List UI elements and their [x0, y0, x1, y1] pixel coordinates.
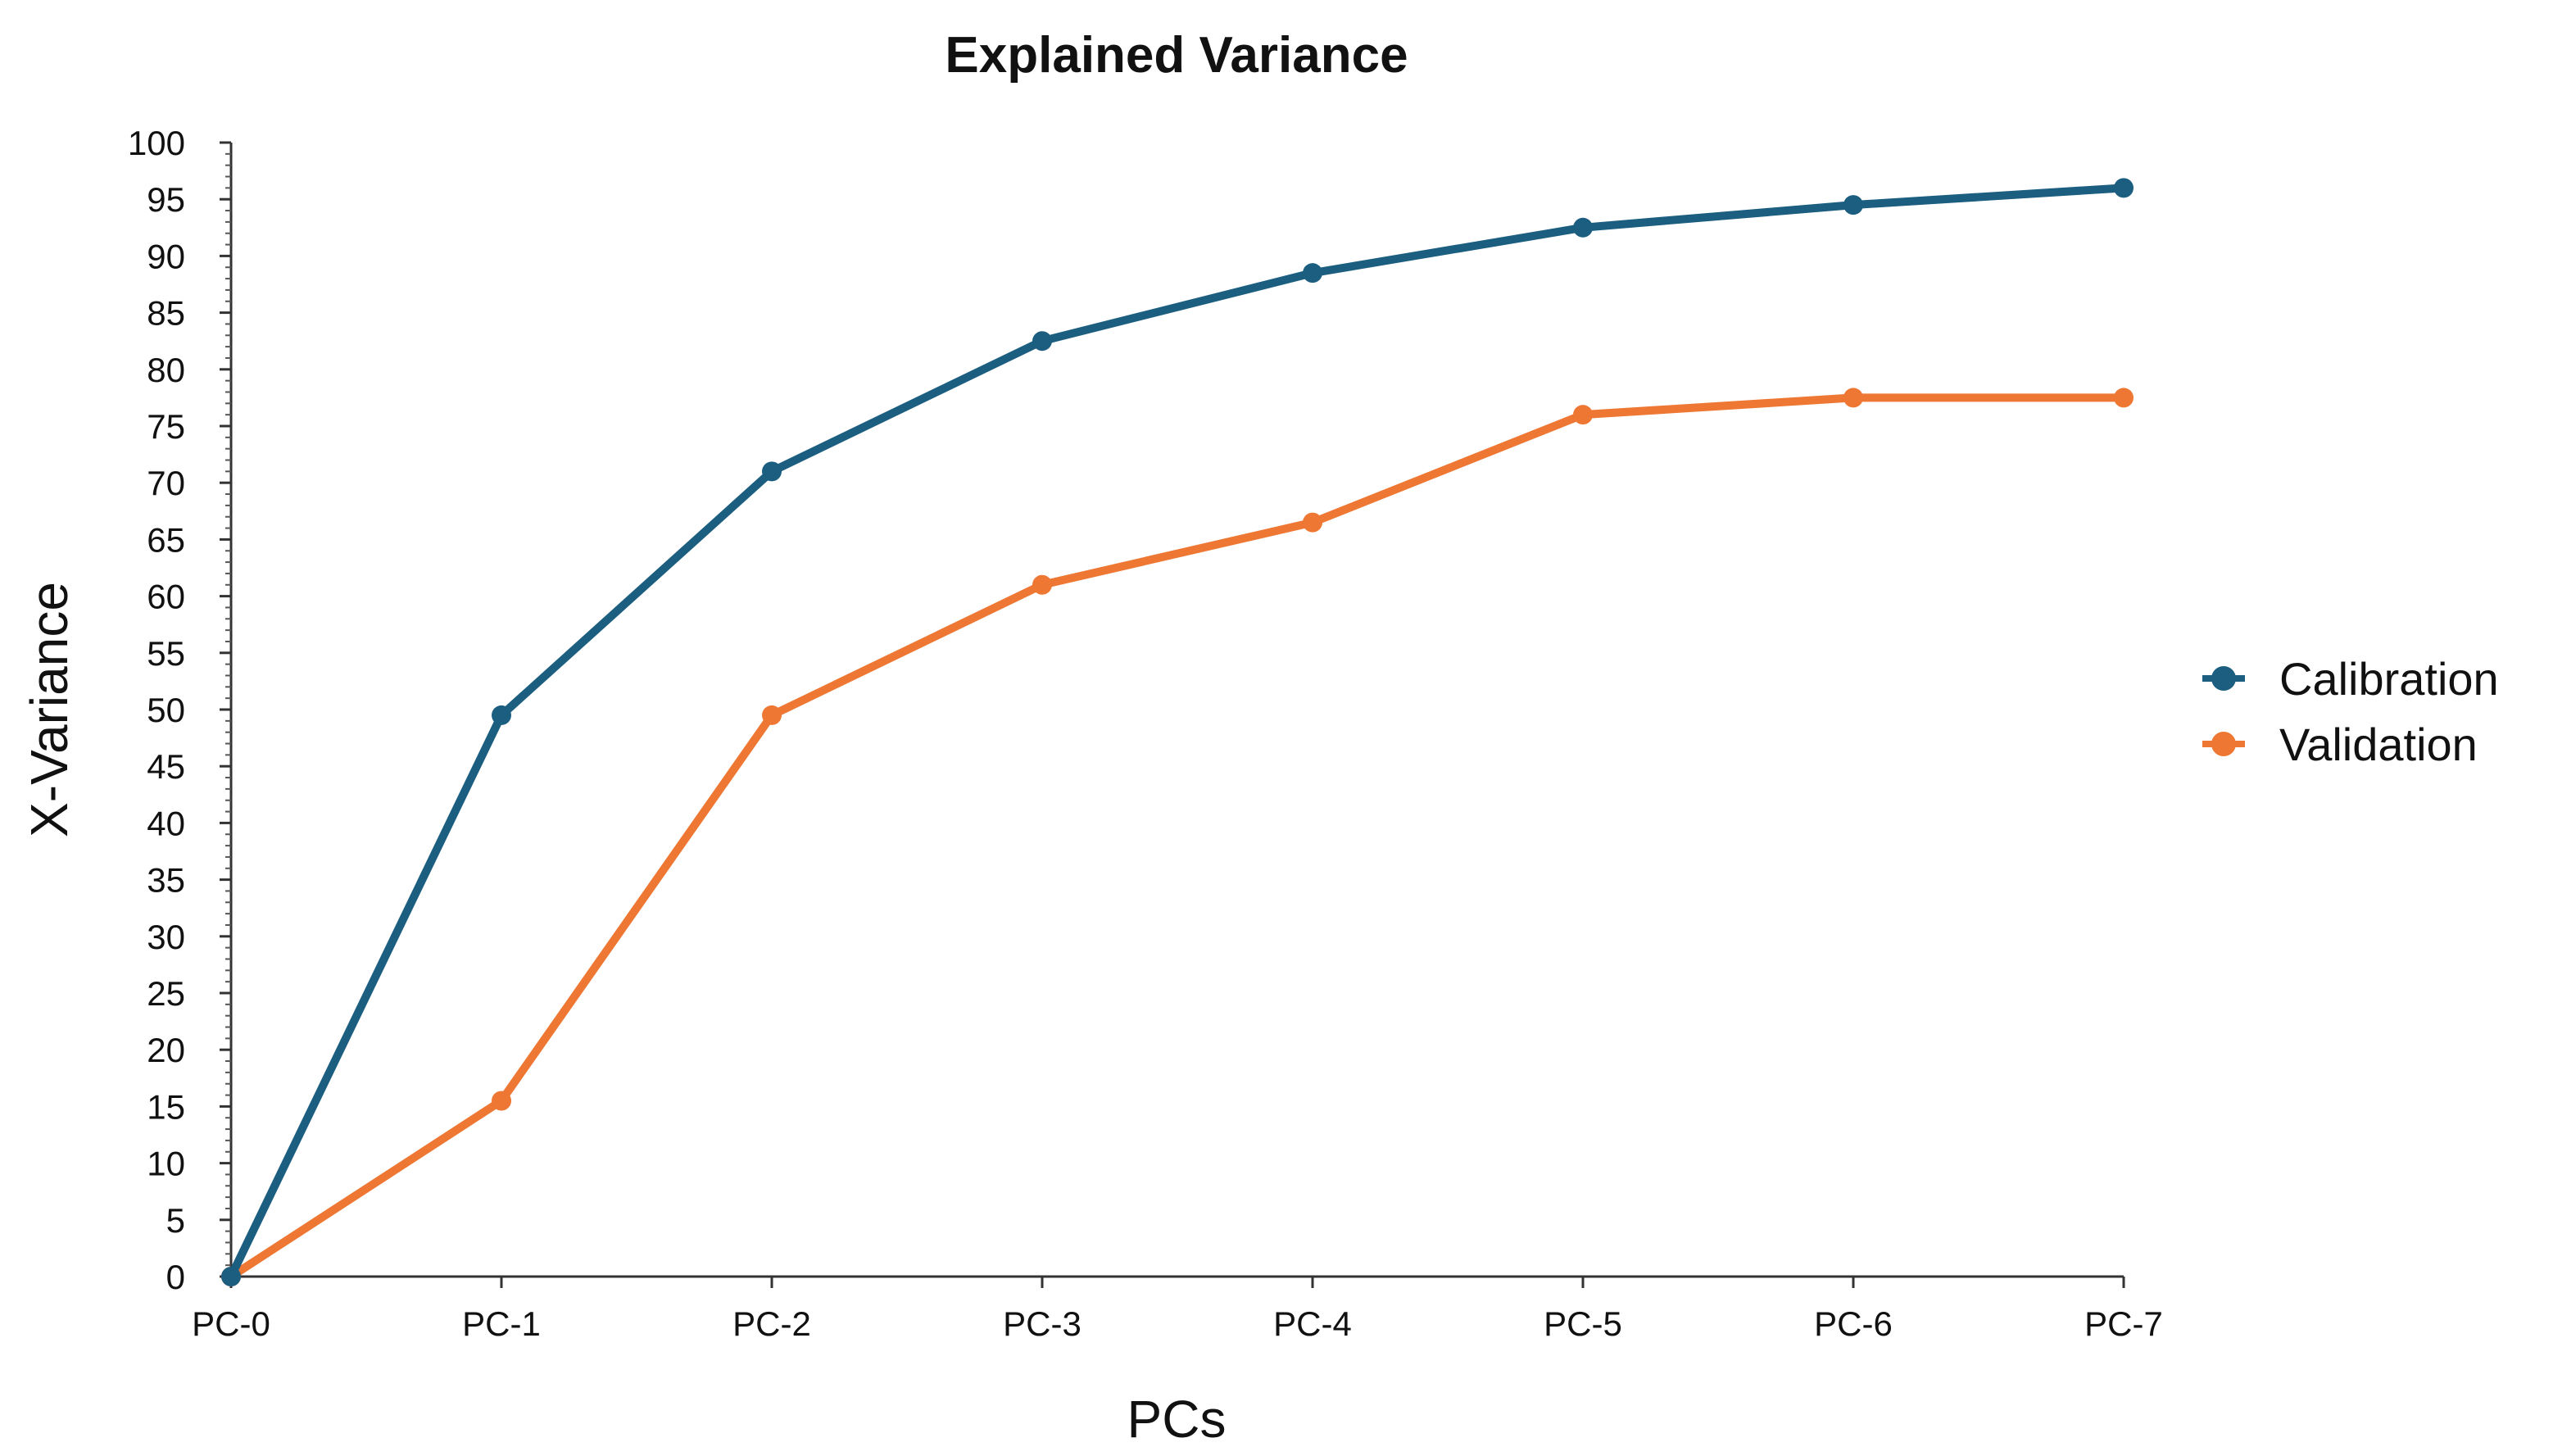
series-layer [221, 178, 2134, 1286]
legend-item-calibration: Calibration [2202, 653, 2499, 705]
data-point [1843, 195, 1863, 215]
y-tick-label: 10 [147, 1145, 185, 1183]
x-tick-label: PC-3 [1003, 1304, 1082, 1343]
y-tick-label: 65 [147, 520, 185, 559]
y-tick-label: 85 [147, 294, 185, 333]
data-point [221, 1267, 241, 1286]
y-tick-label: 20 [147, 1031, 185, 1069]
y-tick-label: 60 [147, 578, 185, 616]
series-validation [221, 388, 2134, 1286]
x-tick-label: PC-6 [1814, 1304, 1893, 1343]
y-tick-label: 95 [147, 180, 185, 219]
x-tick-label: PC-2 [732, 1304, 811, 1343]
data-point [762, 461, 782, 482]
data-point [2114, 178, 2134, 198]
y-tick-label: 5 [166, 1201, 185, 1240]
y-tick-label: 70 [147, 464, 185, 502]
y-tick-label: 45 [147, 747, 185, 786]
x-tick-label: PC-1 [462, 1304, 541, 1343]
y-tick-label: 15 [147, 1087, 185, 1126]
legend-label: Calibration [2279, 653, 2499, 705]
x-tick-label: PC-7 [2084, 1304, 2163, 1343]
y-tick-label: 100 [128, 124, 185, 162]
y-axis-label: X-Variance [20, 582, 79, 837]
data-point [1032, 331, 1052, 352]
legend: Calibration Validation [2202, 653, 2499, 770]
x-tick-label: PC-5 [1544, 1304, 1622, 1343]
legend-swatch-marker [2211, 666, 2236, 691]
y-tick-label: 90 [147, 237, 185, 275]
y-tick-label: 55 [147, 634, 185, 673]
y-tick-label: 35 [147, 861, 185, 900]
x-tick-label: PC-4 [1273, 1304, 1352, 1343]
y-tick-label: 40 [147, 804, 185, 842]
data-point [492, 705, 511, 725]
y-tick-label: 50 [147, 691, 185, 729]
series-calibration [221, 178, 2134, 1286]
data-point [1303, 263, 1322, 283]
legend-swatch-marker [2211, 732, 2236, 756]
data-point [1573, 405, 1593, 425]
series-line [227, 184, 2128, 1281]
y-tick-label: 80 [147, 351, 185, 389]
data-point [2114, 388, 2134, 408]
data-point [1303, 512, 1322, 533]
legend-item-validation: Validation [2202, 719, 2478, 770]
y-tick-label: 0 [166, 1258, 185, 1296]
axes [229, 143, 2124, 1278]
series-line [227, 393, 2128, 1281]
y-tick-label: 25 [147, 974, 185, 1013]
chart-title: Explained Variance [945, 27, 1408, 84]
legend-label: Validation [2279, 719, 2478, 770]
y-tick-label: 75 [147, 407, 185, 446]
data-point [492, 1091, 511, 1111]
y-ticks: 0 5 10 15 20 25 30 35 40 45 50 55 60 65 70 75 80 85 90 95 10… [128, 124, 231, 1296]
x-axis-label: PCs [1127, 1390, 1227, 1449]
x-tick-label: PC-0 [192, 1304, 270, 1343]
y-tick-label: 30 [147, 918, 185, 956]
data-point [1573, 217, 1593, 238]
data-point [1032, 574, 1052, 595]
data-point [762, 705, 782, 725]
x-ticks: PC-0 PC-1 PC-2 PC-3 PC-4 PC-5 PC-6 PC-7 [192, 1277, 2163, 1343]
data-point [1843, 388, 1863, 408]
